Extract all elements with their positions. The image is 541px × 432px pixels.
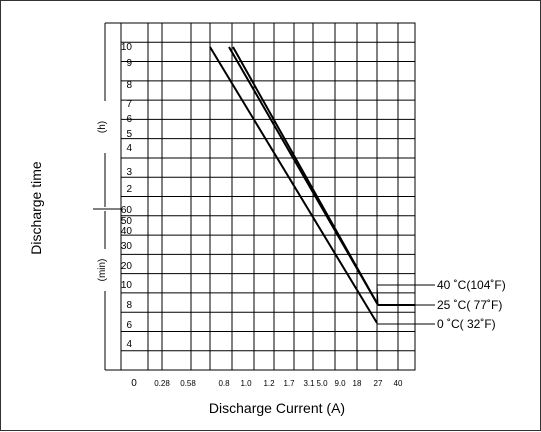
y-tick-minutes: 40: [121, 226, 133, 237]
y-axis-title: Discharge time: [28, 161, 44, 255]
y-tick-hours: 4: [126, 143, 132, 154]
x-tick: 5.0: [316, 379, 328, 388]
x-tick: 27: [374, 379, 383, 388]
y-tick-minutes: 60: [121, 205, 133, 216]
x-axis-title: Discharge Current (A): [209, 400, 345, 416]
plot-border: [120, 22, 416, 371]
x-tick: 1.2: [263, 379, 275, 388]
y-tick-minutes: 8: [126, 300, 132, 311]
y-tick-hours: 5: [126, 129, 132, 140]
series-line: [209, 46, 378, 324]
chart-axes: [93, 22, 416, 371]
x-tick: 1.0: [240, 379, 252, 388]
y-tick-minutes: 4: [126, 339, 132, 350]
x-tick: 1.7: [283, 379, 295, 388]
y-tick-minutes: 20: [121, 261, 133, 272]
x-tick: 0.8: [218, 379, 230, 388]
y-tick-hours: 8: [126, 80, 132, 91]
x-tick: 3.1: [303, 379, 315, 388]
series-leader: [376, 284, 379, 306]
y-tick-minutes: 10: [121, 280, 133, 291]
series-line: [228, 46, 379, 306]
x-tick: 40: [394, 379, 403, 388]
y-tick-hours: 7: [126, 99, 132, 110]
chart-grid: [120, 22, 416, 371]
y-tick-hours: 3: [126, 167, 132, 178]
legend-label: 0 ˚C( 32˚F): [437, 317, 496, 331]
y-tick-minutes: 6: [126, 320, 132, 331]
x-tick: 0.28: [154, 379, 170, 388]
y-tick-hours: 2: [126, 184, 132, 195]
y-unit-minutes: (min): [97, 259, 108, 282]
y-unit-hours: (h): [97, 121, 108, 133]
y-tick-minutes: 30: [121, 241, 133, 252]
y-tick-minutes: 50: [121, 216, 133, 227]
y-tick-hours: 9: [126, 58, 132, 69]
x-tick: 9.0: [334, 379, 346, 388]
legend-label: 25 ˚C( 77˚F): [437, 298, 502, 312]
y-tick-hours: 6: [126, 114, 132, 125]
y-tick-hours: 10: [121, 42, 133, 53]
x-tick: 0.58: [180, 379, 196, 388]
chart-legend: 40 ˚C(104˚F) 25 ˚C( 77˚F) 0 ˚C( 32˚F): [377, 278, 506, 331]
x-tick: 18: [353, 379, 362, 388]
legend-label: 40 ˚C(104˚F): [437, 278, 506, 292]
x-tick: 0: [131, 378, 137, 389]
